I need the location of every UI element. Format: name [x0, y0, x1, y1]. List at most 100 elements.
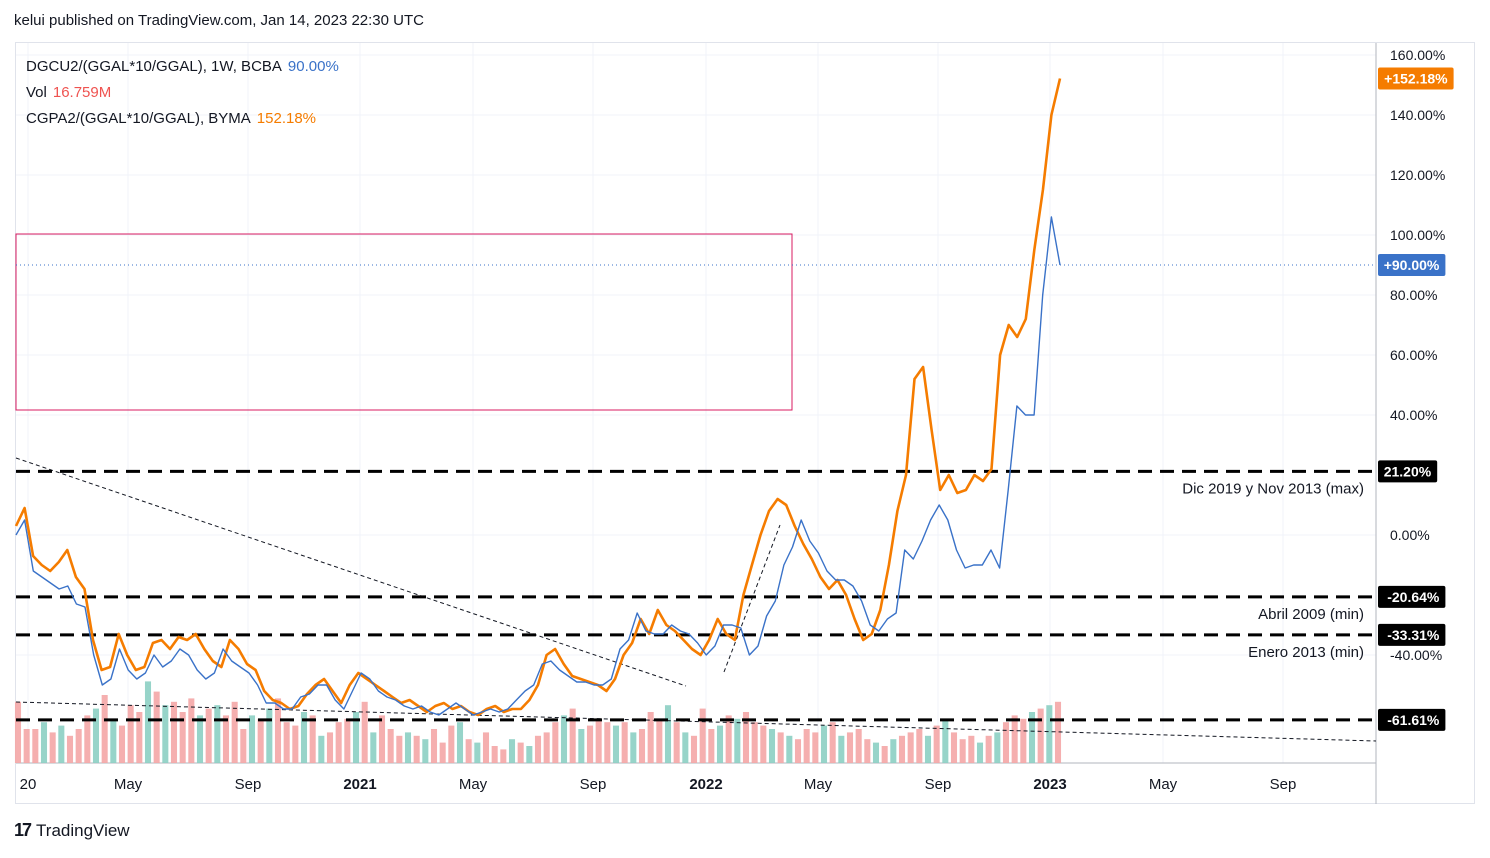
x-tick-label: May: [804, 776, 833, 793]
volume-bar: [578, 729, 585, 763]
legend-row-vol[interactable]: Vol 16.759M: [26, 80, 339, 106]
volume-bar: [14, 701, 22, 763]
legend-value: 152.18%: [256, 110, 317, 127]
volume-bar: [534, 735, 542, 763]
price-badge-label: -33.31%: [1387, 627, 1440, 643]
volume-bar: [110, 718, 117, 763]
volume-bar: [794, 739, 802, 763]
x-tick-label: 2022: [689, 776, 722, 793]
volume-bar: [300, 712, 308, 763]
volume-bar: [170, 701, 178, 763]
volume-bar: [1046, 705, 1053, 763]
level-label: Dic 2019 y Nov 2013 (max): [1182, 480, 1364, 497]
volume-bar: [560, 715, 568, 763]
volume-bar: [75, 729, 82, 763]
volume-bar: [1028, 712, 1036, 763]
volume-bar: [1054, 701, 1062, 763]
volume-bar: [699, 708, 706, 763]
x-tick-label: Sep: [235, 776, 262, 793]
level-label: Enero 2013 (min): [1248, 644, 1364, 661]
volume-bar: [49, 732, 56, 763]
volume-bar: [586, 725, 594, 763]
x-tick-label: 2023: [1033, 776, 1066, 793]
price-badge: [1378, 460, 1438, 483]
volume-bar: [924, 735, 932, 763]
volume-bar: [673, 722, 680, 763]
volume-bar: [153, 691, 160, 763]
volume-bar: [898, 735, 906, 763]
volume-bar: [690, 735, 698, 763]
volume-bar: [994, 732, 1001, 763]
price-badge-label: 21.20%: [1384, 463, 1432, 479]
level-label: Abril 2009 (min): [1258, 606, 1364, 623]
x-tick-label: 2021: [343, 776, 376, 793]
volume-bar: [734, 718, 741, 763]
volume-bar: [708, 729, 715, 763]
trend-line: [723, 524, 781, 673]
volume-bar: [612, 725, 620, 763]
price-badge: [1378, 623, 1446, 646]
volume-bar: [58, 725, 65, 763]
publish-header: kelui published on TradingView.com, Jan …: [14, 12, 424, 29]
volume-bar: [196, 715, 204, 763]
volume-bar: [404, 732, 412, 763]
tradingview-logo[interactable]: 17 TradingView: [14, 820, 130, 841]
volume-bar: [179, 712, 186, 763]
volume-bar: [205, 708, 212, 763]
volume-bar: [361, 701, 368, 763]
volume-bar: [214, 705, 221, 763]
volume-bar: [829, 722, 836, 763]
volume-bar: [647, 712, 654, 763]
volume-bar: [231, 701, 238, 763]
volume-bar: [266, 708, 273, 763]
volume-bar: [907, 732, 914, 763]
volume-bar: [352, 712, 360, 763]
volume-bar: [482, 732, 490, 763]
price-badge-label: +90.00%: [1384, 257, 1440, 273]
y-tick-label: 60.00%: [1390, 347, 1437, 363]
volume-bar: [335, 722, 342, 763]
volume-bar: [430, 729, 438, 763]
volume-bar: [664, 705, 672, 763]
volume-bar: [248, 715, 256, 763]
volume-bar: [396, 735, 403, 763]
volume-bar: [881, 746, 888, 763]
volume-bar: [742, 712, 750, 763]
volume-bar: [725, 715, 732, 763]
volume-bar: [890, 739, 897, 763]
volume-bar: [855, 729, 862, 763]
volume-bar: [638, 729, 646, 763]
volume-bar: [40, 722, 48, 763]
y-tick-label: 140.00%: [1390, 107, 1445, 123]
series-line: [15, 216, 1061, 716]
volume-bar: [864, 739, 871, 763]
legend-name: Vol: [26, 84, 47, 101]
y-tick-label: 40.00%: [1390, 407, 1437, 423]
x-tick-label: May: [114, 776, 143, 793]
volume-bar: [760, 725, 767, 763]
volume-bar: [127, 705, 134, 763]
x-tick-label: 20: [20, 776, 37, 793]
legend-row-cgpa2[interactable]: CGPA2/(GGAL*10/GGAL), BYMA 152.18%: [26, 106, 339, 132]
volume-bar: [240, 729, 247, 763]
volume-bar: [1002, 722, 1010, 763]
volume-bar: [621, 722, 628, 763]
volume-bar: [318, 735, 325, 763]
volume-bar: [751, 722, 758, 763]
volume-bar: [23, 729, 30, 763]
series-line: [14, 78, 1062, 717]
volume-bar: [222, 715, 230, 763]
x-tick-label: May: [459, 776, 488, 793]
volume-bar: [92, 708, 100, 763]
x-tick-label: May: [1149, 776, 1178, 793]
volume-bar: [326, 732, 334, 763]
x-tick-label: Sep: [925, 776, 952, 793]
volume-bar: [838, 735, 845, 763]
legend-row-dgcu2[interactable]: DGCU2/(GGAL*10/GGAL), 1W, BCBA 90.00%: [26, 54, 339, 80]
volume-bar: [1020, 718, 1027, 763]
volume-bar: [950, 732, 958, 763]
volume-bar: [569, 708, 576, 763]
volume-bar: [933, 725, 940, 763]
volume-bar: [786, 735, 793, 763]
